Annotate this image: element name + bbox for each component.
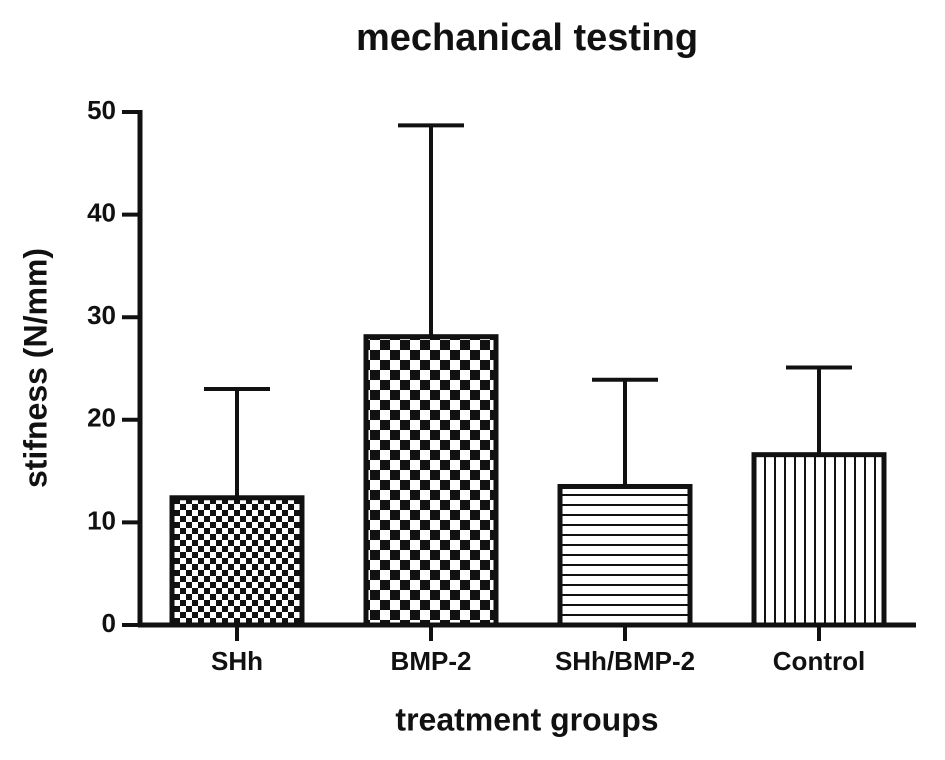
y-tick-label: 50 xyxy=(87,95,116,125)
bar xyxy=(751,452,887,628)
y-tick-label: 0 xyxy=(102,608,116,638)
bar xyxy=(169,495,305,628)
y-tick-label: 30 xyxy=(87,300,116,330)
y-axis-label: stifness (N/mm) xyxy=(17,248,53,488)
bar xyxy=(363,334,499,628)
x-tick-label: BMP-2 xyxy=(391,646,472,676)
x-tick-label: Control xyxy=(773,646,865,676)
x-tick-label: SHh xyxy=(211,646,263,676)
y-tick-label: 10 xyxy=(87,505,116,535)
x-tick-label: SHh/BMP-2 xyxy=(555,646,695,676)
bar xyxy=(557,483,693,628)
y-tick-label: 20 xyxy=(87,403,116,433)
y-tick-label: 40 xyxy=(87,197,116,227)
x-axis-label: treatment groups xyxy=(395,701,658,737)
chart-title: mechanical testing xyxy=(356,17,698,59)
